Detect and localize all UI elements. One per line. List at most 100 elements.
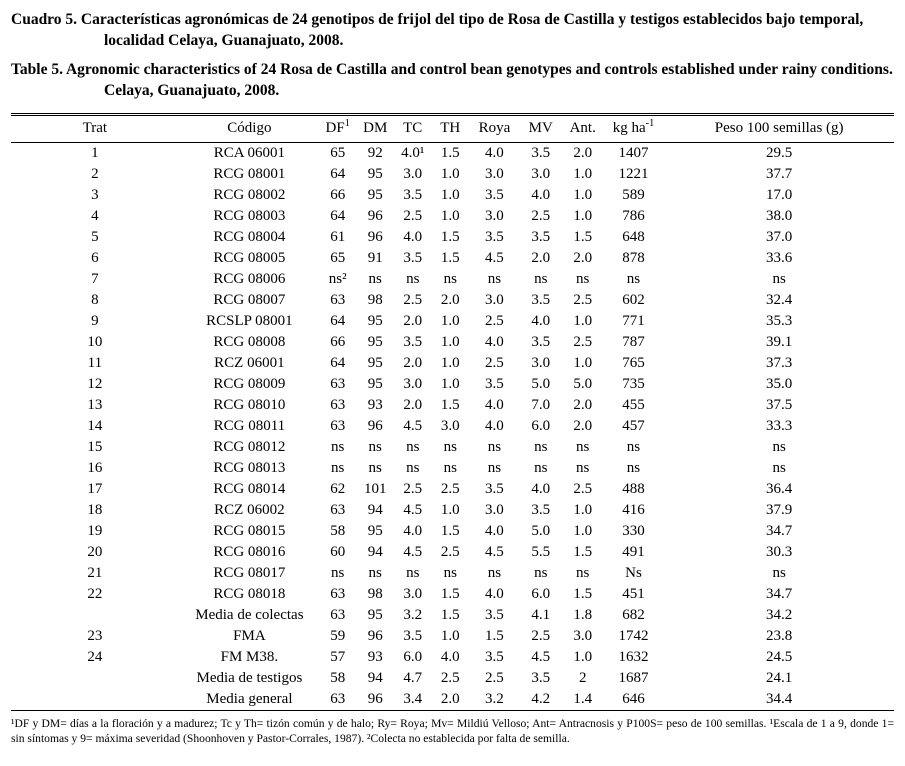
table-cell: 878 <box>622 249 645 266</box>
table-row: Media de colectas 63 95 3.2 1.5 3.5 4.1 1.8 682 3… <box>11 605 894 626</box>
table-cell: 2.0 <box>573 249 593 266</box>
table-cell: 491 <box>622 543 645 560</box>
table-cell: ns <box>772 438 786 455</box>
table-cell: 1.0 <box>573 312 593 329</box>
table-cell: RCZ 06001 <box>214 354 285 371</box>
table-cell: 1.5 <box>440 396 460 413</box>
table-cell: 22 <box>87 585 103 602</box>
table-cell: 64 <box>330 207 346 224</box>
table-cell: 5.0 <box>531 375 551 392</box>
table-row: 16 RCG 08013 ns ns ns ns ns ns ns ns ns <box>11 458 894 479</box>
table-cell: 1.0 <box>440 375 460 392</box>
table-cell: 95 <box>367 333 383 350</box>
table-cell: 4.0 <box>485 144 504 161</box>
table-cell: 4.0 <box>485 333 504 350</box>
table-cell: 16 <box>87 459 103 476</box>
table-cell: 92 <box>367 144 383 161</box>
table-cell: 2.0 <box>573 417 593 434</box>
column-header: Roya <box>470 114 519 143</box>
table-cell: RCG 08015 <box>213 522 286 539</box>
table-cell: 4.0 <box>403 228 423 245</box>
table-cell: 3.5 <box>531 669 551 686</box>
table-cell: RCG 08002 <box>213 186 286 203</box>
table-cell: 3.0 <box>573 627 593 644</box>
table-cell: 35.0 <box>766 375 793 392</box>
table-cell: 20 <box>87 543 103 560</box>
table-cell: 1.0 <box>440 333 460 350</box>
table-cell: 3.5 <box>485 375 504 392</box>
table-cell: ns <box>487 438 502 455</box>
table-cell: 2.5 <box>531 207 551 224</box>
table-cell: 95 <box>367 165 383 182</box>
table-cell: 17 <box>87 480 103 497</box>
table-cell: 6.0 <box>531 417 551 434</box>
table-cell: 1.4 <box>573 690 593 707</box>
table-cell: 455 <box>622 396 645 413</box>
table-cell: RCG 08014 <box>213 480 286 497</box>
table-cell: 5 <box>91 228 99 245</box>
table-cell: 1.5 <box>485 627 504 644</box>
table-cell: 2.0 <box>573 396 593 413</box>
table-cell: 1.5 <box>440 228 460 245</box>
table-cell: 416 <box>622 501 645 518</box>
table-cell: 94 <box>367 669 383 686</box>
table-cell: 5.5 <box>531 543 551 560</box>
table-cell: 3.5 <box>485 186 504 203</box>
table-cell: 96 <box>367 690 383 707</box>
table-cell: 63 <box>330 375 346 392</box>
table-row: Media general 63 96 3.4 2.0 3.2 4.2 1.4 646 34.4 <box>11 689 894 711</box>
table-cell: 2.0 <box>440 291 460 308</box>
table-cell: 2.5 <box>573 291 593 308</box>
table-cell: 34.2 <box>766 606 793 623</box>
table-cell: 4.2 <box>531 690 551 707</box>
table-cell: 6 <box>91 249 99 266</box>
table-cell: 1.0 <box>440 627 460 644</box>
table-cell: 34.4 <box>766 690 793 707</box>
table-row: 7 RCG 08006 ns² ns ns ns ns ns ns ns ns <box>11 269 894 290</box>
table-row: 5 RCG 08004 61 96 4.0 1.5 3.5 3.5 1.5 648 37.0 <box>11 227 894 248</box>
table-cell: 61 <box>330 228 346 245</box>
table-cell: 95 <box>367 354 383 371</box>
table-cell: 63 <box>330 585 346 602</box>
table-cell: 3.4 <box>403 690 423 707</box>
table-cell: 589 <box>622 186 645 203</box>
table-cell: 1742 <box>618 627 649 644</box>
table-cell: 3.5 <box>531 291 551 308</box>
table-cell: 1.0 <box>440 354 460 371</box>
table-cell: 37.5 <box>766 396 793 413</box>
table-cell: 2.0 <box>531 249 551 266</box>
table-cell: 457 <box>622 417 645 434</box>
table-cell: ns <box>576 270 590 287</box>
table-cell: 786 <box>622 207 645 224</box>
table-row: 14 RCG 08011 63 96 4.5 3.0 4.0 6.0 2.0 457 33.3 <box>11 416 894 437</box>
table-cell: 4.1 <box>531 606 551 623</box>
table-cell: RCG 08007 <box>213 291 286 308</box>
table-cell: ns <box>368 270 382 287</box>
table-cell: FM M38. <box>220 648 279 665</box>
table-cell: ns <box>331 438 345 455</box>
table-cell: 1221 <box>618 165 649 182</box>
table-cell: 646 <box>622 690 645 707</box>
table-cell: ns² <box>328 270 347 287</box>
table-cell: 38.0 <box>766 207 793 224</box>
table-cell <box>11 605 179 626</box>
table-cell: 66 <box>330 333 346 350</box>
table-cell <box>11 668 179 689</box>
table-cell: 63 <box>330 417 346 434</box>
table-row: 1 RCA 06001 65 92 4.0¹ 1.5 4.0 3.5 2.0 1407 29.5 <box>11 142 894 164</box>
table-cell: 3.5 <box>531 333 551 350</box>
column-header: DM <box>355 114 396 143</box>
table-cell: 1.0 <box>573 648 593 665</box>
table-cell: 7.0 <box>531 396 551 413</box>
table-cell: ns <box>576 564 590 581</box>
table-cell: 2.0 <box>403 354 423 371</box>
table-cell: ns <box>443 270 457 287</box>
table-cell: 2.0 <box>440 690 460 707</box>
table-cell: 29.5 <box>766 144 793 161</box>
table-cell: 1.5 <box>573 585 593 602</box>
column-header: Ant. <box>562 114 603 143</box>
table-cell: 64 <box>330 312 346 329</box>
table-cell: ns <box>368 438 382 455</box>
table-cell: ns <box>626 459 641 476</box>
table-cell: RCG 08009 <box>213 375 286 392</box>
